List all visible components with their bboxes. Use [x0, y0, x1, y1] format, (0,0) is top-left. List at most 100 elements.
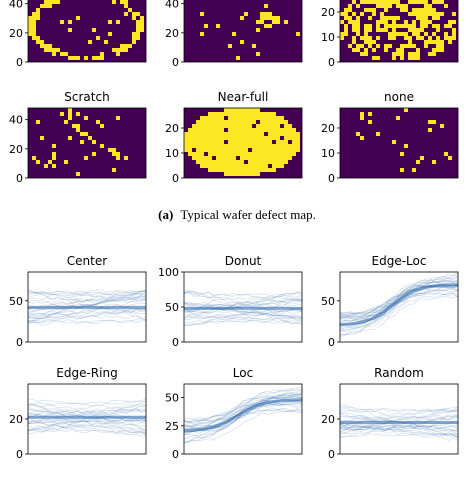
y-tick-label: 50 — [321, 295, 335, 308]
series-line — [183, 401, 303, 437]
mean-line — [339, 283, 459, 327]
series-line — [183, 393, 303, 427]
series-line — [183, 298, 303, 309]
plot-frame — [27, 271, 147, 343]
series-line — [339, 295, 459, 337]
series-line — [27, 319, 147, 324]
series-line — [339, 412, 459, 436]
series-line — [27, 297, 147, 303]
series-line — [339, 423, 459, 438]
series-line — [339, 293, 459, 330]
series-line — [183, 395, 303, 444]
y-tick-label: 20 — [321, 413, 335, 426]
series-line — [27, 416, 147, 424]
series-line — [27, 408, 147, 425]
wafer-panel-frame — [27, 107, 147, 179]
series-line — [183, 289, 303, 319]
chart-panel-title: Center — [67, 254, 107, 268]
series-line — [339, 281, 459, 317]
y-tick-label: 25 — [165, 420, 179, 433]
series-lines — [183, 289, 303, 327]
chart-panel-title: Loc — [233, 366, 253, 380]
series-line — [339, 279, 459, 316]
series-line — [183, 388, 303, 424]
mean-line — [183, 398, 303, 433]
series-line — [183, 396, 303, 428]
y-tick-label: 0 — [328, 448, 335, 461]
series-line — [339, 406, 459, 413]
series-line — [183, 292, 303, 305]
wafer-panel-5: none 0 10 20 — [321, 90, 459, 185]
series-line — [339, 272, 459, 328]
series-line — [339, 276, 459, 331]
series-line — [339, 406, 458, 422]
series-line — [339, 424, 459, 438]
series-line — [339, 426, 459, 442]
series-line — [183, 291, 303, 319]
series-lines — [27, 289, 147, 326]
wafer-defect-cells — [340, 0, 456, 60]
series-line — [27, 290, 147, 300]
y-tick-label: 0 — [16, 336, 23, 349]
series-line — [27, 418, 147, 425]
wafer-panel-frame — [27, 0, 147, 63]
y-tick-label: 20 — [321, 122, 335, 135]
series-line — [27, 292, 147, 309]
wafer-panel-0: 0 20 40 — [9, 0, 147, 69]
wafer-panel-frame — [183, 107, 303, 179]
chart-panel-0: Center 0 50 — [9, 254, 147, 349]
series-line — [27, 309, 147, 322]
wafer-panel-1: 0 20 40 — [165, 0, 303, 69]
wafer-defect-cells — [32, 108, 128, 176]
panel-b-line-charts: Center 0 50 Donut 0 50 100 Edge-Loc 0 50 Edge-Ring… — [9, 254, 459, 461]
y-tick-label: 0 — [172, 336, 179, 349]
series-line — [27, 308, 146, 320]
wafer-defect-cells — [356, 108, 452, 172]
series-line — [183, 314, 303, 323]
series-line — [339, 409, 459, 429]
wafer-defect-cells — [200, 4, 300, 60]
chart-panel-5: Random 0 20 — [321, 366, 459, 461]
series-line — [27, 425, 147, 437]
chart-panel-2: Edge-Loc 0 50 — [321, 254, 459, 349]
series-line — [27, 422, 147, 432]
plot-area — [184, 384, 302, 454]
y-tick-label: 0 — [328, 56, 335, 69]
series-line — [339, 280, 459, 314]
series-line — [183, 291, 303, 326]
series-line — [27, 290, 147, 301]
series-line — [339, 422, 459, 429]
series-line — [183, 309, 303, 326]
wafer-panel-2: 0 10 20 — [321, 0, 459, 69]
series-line — [183, 301, 303, 319]
series-line — [27, 289, 147, 299]
chart-panel-title: Edge-Loc — [372, 254, 427, 268]
series-line — [339, 285, 459, 335]
y-tick-label: 20 — [9, 27, 23, 40]
series-line — [183, 396, 303, 425]
chart-panel-title: Random — [374, 366, 424, 380]
series-line — [27, 295, 147, 313]
series-line — [183, 392, 303, 422]
series-line — [183, 307, 303, 321]
series-line — [339, 408, 459, 413]
series-line — [339, 277, 459, 315]
series-lines — [183, 387, 303, 444]
wafer-panel-3: Scratch 0 20 40 — [9, 90, 147, 185]
series-line — [27, 291, 147, 319]
series-line — [339, 423, 459, 438]
wafer-panel-title: Near-full — [218, 90, 269, 104]
series-line — [27, 315, 147, 320]
wafer-panel-4: Near-full 0 10 20 — [165, 90, 303, 185]
series-line — [339, 422, 459, 431]
y-tick-label: 0 — [16, 448, 23, 461]
series-line — [183, 389, 303, 423]
plot-area — [340, 384, 458, 454]
chart-panel-1: Donut 0 50 100 — [158, 254, 303, 349]
wafer-panel-frame — [339, 0, 459, 63]
y-tick-label: 10 — [165, 147, 179, 160]
series-line — [27, 398, 147, 413]
series-line — [27, 407, 147, 433]
y-tick-label: 20 — [165, 27, 179, 40]
series-lines — [339, 404, 459, 442]
